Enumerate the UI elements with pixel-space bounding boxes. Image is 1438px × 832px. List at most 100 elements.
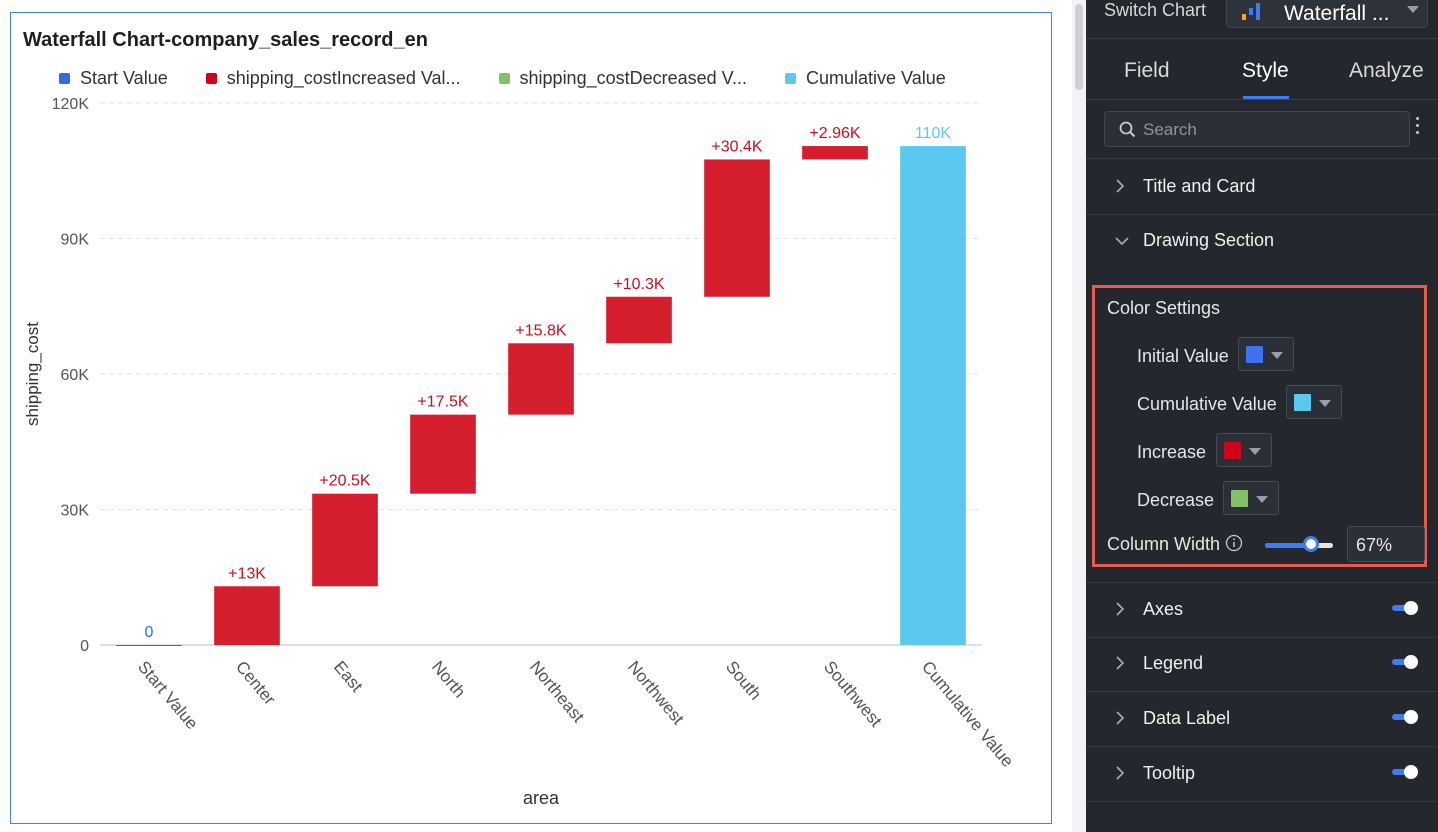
data-label: +2.96K (809, 125, 860, 142)
increase-color-picker[interactable] (1216, 433, 1272, 467)
slider-handle[interactable] (1303, 536, 1319, 552)
section-label-title-card: Title and Card (1143, 176, 1256, 196)
search-input[interactable] (1141, 112, 1405, 148)
x-tick-label: East (330, 657, 367, 695)
bar-center (214, 586, 280, 645)
canvas-area: Waterfall Chart-company_sales_record_en … (10, 12, 1052, 824)
data-label: +15.8K (515, 322, 566, 339)
chevron-right-icon (1116, 656, 1125, 670)
y-tick-label: 90K (61, 232, 90, 249)
chevron-down-icon (1115, 237, 1129, 246)
chevron-down-icon (1249, 448, 1261, 455)
search-box[interactable] (1104, 111, 1410, 148)
cumulative-value-swatch (1294, 394, 1311, 411)
tab-field[interactable]: Field (1124, 59, 1170, 82)
legend-label-increase: shipping_costIncreased Val... (226, 68, 461, 88)
chevron-right-icon (1116, 602, 1125, 616)
y-axis-label: shipping_cost (23, 322, 42, 426)
increase-label: Increase (1137, 442, 1207, 462)
decrease-label: Decrease (1137, 490, 1215, 510)
legend-label-decrease: shipping_costDecreased V... (519, 68, 748, 88)
x-tick-label: Center (232, 657, 280, 709)
initial-value-swatch (1246, 346, 1263, 363)
x-tick-label: Northeast (526, 657, 588, 726)
section-legend[interactable]: Legend (1086, 637, 1438, 692)
x-tick-label: Start Value (134, 657, 202, 733)
more-options-icon[interactable] (1416, 117, 1420, 138)
section-label-tooltip: Tooltip (1143, 763, 1196, 783)
bar-cumulative-value (900, 146, 966, 646)
tooltip-toggle[interactable] (1392, 765, 1418, 781)
column-width-input-box[interactable] (1347, 526, 1428, 563)
y-tick-label: 0 (80, 638, 89, 655)
section-data-label[interactable]: Data Label (1086, 692, 1438, 747)
bar-south (704, 159, 770, 297)
legend-item-cumulative[interactable]: Cumulative Value (785, 68, 946, 89)
increase-swatch (1224, 442, 1241, 459)
data-label: +30.4K (711, 138, 762, 155)
scroll-thumb[interactable] (1075, 4, 1083, 90)
section-tooltip[interactable]: Tooltip (1086, 747, 1438, 802)
switch-chart-row: Switch Chart Waterfall ... (1086, 0, 1438, 39)
data-label: 0 (145, 624, 154, 641)
bar-southwest (802, 146, 868, 160)
decrease-color-picker[interactable] (1223, 481, 1279, 515)
panel-tabs: Field Style Analyze (1086, 39, 1438, 100)
legend-swatch-increase (205, 73, 217, 84)
legend-item-start[interactable]: Start Value (59, 68, 168, 89)
chevron-down-icon (1256, 496, 1268, 503)
canvas-scrollbar[interactable] (1072, 0, 1086, 832)
x-tick-label: Cumulative Value (918, 657, 1017, 770)
x-tick-label: South (722, 657, 765, 703)
bar-north (410, 414, 476, 494)
axes-toggle[interactable] (1392, 601, 1418, 617)
chart-card[interactable]: Waterfall Chart-company_sales_record_en … (10, 12, 1052, 824)
cumulative-value-label: Cumulative Value (1137, 394, 1277, 414)
initial-value-label: Initial Value (1137, 346, 1229, 366)
chevron-right-icon (1116, 766, 1125, 780)
initial-value-color-picker[interactable] (1238, 337, 1294, 371)
x-axis-label: area (523, 788, 560, 808)
waterfall-chart-icon (1242, 3, 1260, 20)
x-tick-label: Southwest (820, 657, 886, 730)
chart-type-select[interactable]: Waterfall ... (1226, 0, 1428, 28)
legend-item-increase[interactable]: shipping_costIncreased Val... (205, 68, 461, 89)
search-icon (1119, 121, 1136, 138)
x-tick-label: North (428, 657, 469, 701)
search-row (1086, 100, 1438, 159)
tab-style[interactable]: Style (1242, 59, 1289, 82)
info-icon[interactable] (1225, 534, 1243, 552)
y-tick-label: 30K (61, 503, 90, 520)
section-label-drawing: Drawing Section (1143, 230, 1275, 250)
x-tick-label: Northwest (624, 657, 688, 728)
chevron-down-icon (1319, 400, 1331, 407)
section-drawing[interactable]: Drawing Section (1086, 214, 1438, 268)
legend-label-start: Start Value (80, 68, 168, 88)
legend-swatch-start (59, 73, 70, 84)
drawing-section-body: Color Settings Initial Value Cumulative … (1086, 268, 1438, 580)
slider-fill (1265, 543, 1311, 548)
legend-item-decrease[interactable]: shipping_costDecreased V... (498, 68, 748, 89)
column-width-slider[interactable] (1265, 535, 1335, 555)
cumulative-value-color-picker[interactable] (1286, 385, 1342, 419)
section-label-legend: Legend (1143, 653, 1204, 673)
chart-legend: Start Value shipping_costIncreased Val..… (59, 68, 984, 89)
switch-chart-label: Switch Chart (1104, 0, 1207, 20)
active-tab-indicator (1243, 96, 1289, 99)
data-label-toggle[interactable] (1392, 710, 1418, 726)
legend-label-cumulative: Cumulative Value (806, 68, 946, 88)
bar-east (312, 493, 378, 587)
bar-start-value (116, 645, 182, 646)
column-width-label: Column Width (1107, 534, 1221, 554)
bar-northwest (606, 296, 672, 344)
legend-toggle[interactable] (1392, 655, 1418, 671)
color-settings-title: Color Settings (1107, 298, 1221, 318)
data-label: +13K (228, 565, 266, 582)
column-width-input[interactable] (1348, 527, 1428, 563)
section-title-and-card[interactable]: Title and Card (1086, 160, 1438, 215)
chart-title: Waterfall Chart-company_sales_record_en (23, 29, 428, 51)
legend-swatch-cumulative (785, 73, 797, 84)
section-axes[interactable]: Axes (1086, 582, 1438, 638)
tab-analyze[interactable]: Analyze (1349, 59, 1424, 82)
